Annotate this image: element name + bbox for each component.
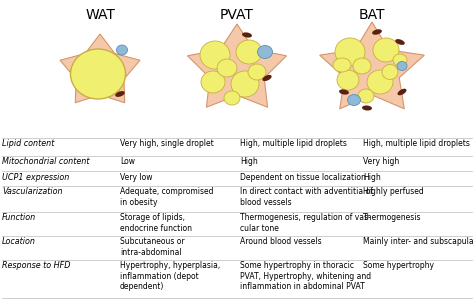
- Text: Some hypertrophy in thoracic
PVAT, Hypertrophy, whitening and
inflammation in ab: Some hypertrophy in thoracic PVAT, Hyper…: [240, 262, 371, 291]
- Ellipse shape: [115, 91, 125, 97]
- Ellipse shape: [217, 59, 237, 77]
- Text: Location: Location: [2, 238, 36, 247]
- Text: Mainly inter- and subscapular: Mainly inter- and subscapular: [363, 238, 474, 247]
- Text: High: High: [363, 173, 381, 181]
- Text: Adequate, compromised
in obesity: Adequate, compromised in obesity: [120, 188, 213, 207]
- Polygon shape: [60, 34, 140, 103]
- Ellipse shape: [382, 64, 398, 80]
- Text: Vascularization: Vascularization: [2, 188, 63, 196]
- Ellipse shape: [347, 95, 361, 106]
- Text: Mitochondrial content: Mitochondrial content: [2, 157, 90, 166]
- Text: Highly perfused: Highly perfused: [363, 188, 424, 196]
- Ellipse shape: [257, 45, 273, 59]
- Text: Very high: Very high: [363, 157, 399, 166]
- Text: Hypertrophy, hyperplasia,
inflammation (depot
dependent): Hypertrophy, hyperplasia, inflammation (…: [120, 262, 220, 291]
- Ellipse shape: [337, 70, 359, 90]
- Polygon shape: [188, 24, 286, 107]
- Ellipse shape: [236, 40, 262, 64]
- Text: WAT: WAT: [85, 8, 115, 22]
- Ellipse shape: [242, 33, 252, 38]
- Polygon shape: [319, 22, 424, 109]
- Ellipse shape: [200, 41, 230, 69]
- Text: BAT: BAT: [359, 8, 385, 22]
- Ellipse shape: [262, 75, 272, 81]
- Text: Storage of lipids,
endocrine function: Storage of lipids, endocrine function: [120, 213, 192, 233]
- Text: High, multiple lipid droplets: High, multiple lipid droplets: [363, 139, 470, 149]
- Text: Very low: Very low: [120, 173, 153, 181]
- Ellipse shape: [393, 54, 407, 66]
- Text: Around blood vessels: Around blood vessels: [240, 238, 322, 247]
- Ellipse shape: [231, 71, 259, 97]
- Ellipse shape: [353, 58, 371, 74]
- Text: Some hypertrophy: Some hypertrophy: [363, 262, 434, 270]
- Ellipse shape: [367, 70, 393, 94]
- Ellipse shape: [224, 91, 240, 105]
- Text: Thermogenesis, regulation of vas-
cular tone: Thermogenesis, regulation of vas- cular …: [240, 213, 371, 233]
- Ellipse shape: [248, 64, 266, 80]
- Ellipse shape: [397, 61, 407, 71]
- Ellipse shape: [201, 71, 225, 93]
- Ellipse shape: [362, 106, 372, 111]
- Ellipse shape: [117, 45, 128, 55]
- Text: In direct contact with adventitia of
blood vessels: In direct contact with adventitia of blo…: [240, 188, 373, 207]
- Text: PVAT: PVAT: [220, 8, 254, 22]
- Ellipse shape: [358, 89, 374, 103]
- Text: Lipid content: Lipid content: [2, 139, 55, 149]
- Ellipse shape: [372, 29, 382, 35]
- Text: UCP1 expression: UCP1 expression: [2, 173, 69, 181]
- Text: Thermogenesis: Thermogenesis: [363, 213, 421, 223]
- Text: Dependent on tissue localization: Dependent on tissue localization: [240, 173, 366, 181]
- Text: High: High: [240, 157, 258, 166]
- Ellipse shape: [395, 39, 405, 45]
- Text: Response to HFD: Response to HFD: [2, 262, 70, 270]
- Text: Very high, single droplet: Very high, single droplet: [120, 139, 214, 149]
- Text: Low: Low: [120, 157, 135, 166]
- Text: High, multiple lipid droplets: High, multiple lipid droplets: [240, 139, 347, 149]
- Ellipse shape: [398, 89, 407, 95]
- Ellipse shape: [333, 58, 351, 72]
- Ellipse shape: [373, 38, 399, 62]
- Ellipse shape: [71, 49, 126, 99]
- Ellipse shape: [335, 38, 365, 66]
- Ellipse shape: [339, 89, 349, 95]
- Text: Subcutaneous or
intra-abdominal: Subcutaneous or intra-abdominal: [120, 238, 185, 257]
- Text: Function: Function: [2, 213, 36, 223]
